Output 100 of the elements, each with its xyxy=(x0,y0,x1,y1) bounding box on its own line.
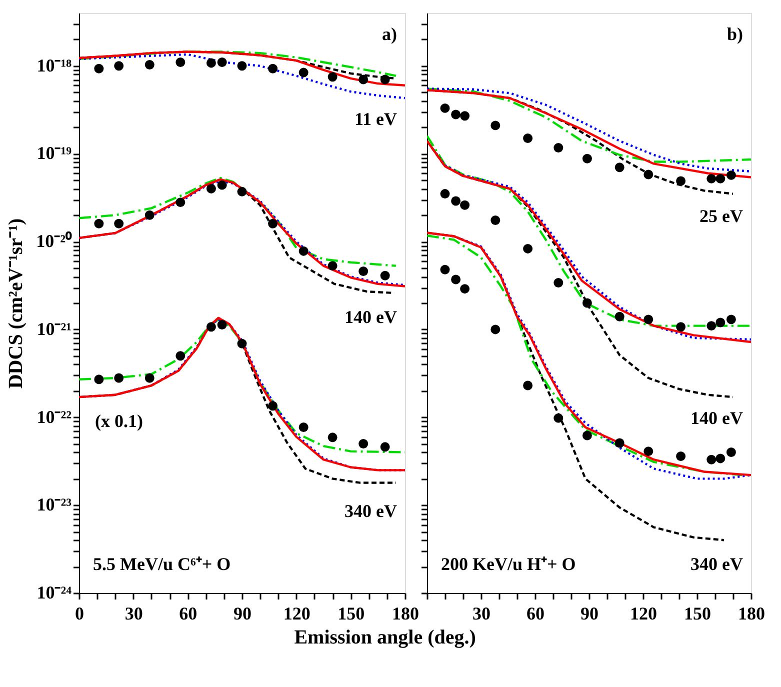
x-tick-label: 90 xyxy=(580,604,598,624)
point xyxy=(726,170,736,180)
point xyxy=(217,320,227,330)
point xyxy=(644,446,654,456)
point xyxy=(217,58,227,67)
point xyxy=(206,322,216,332)
point xyxy=(676,322,686,332)
x-axis-title: Emission angle (deg.) xyxy=(294,626,476,648)
point xyxy=(614,438,624,448)
x-tick-label: 0 xyxy=(75,604,84,624)
x-tick-label: 150 xyxy=(338,604,365,624)
point xyxy=(358,74,368,84)
point xyxy=(676,452,686,462)
annotation: 5.5 MeV/u C⁶⁺+ O xyxy=(93,554,231,574)
point xyxy=(644,170,654,180)
x-tick-label: 60 xyxy=(179,604,198,624)
annotation: 340 eV xyxy=(690,554,743,574)
annotation: 25 eV xyxy=(700,206,743,226)
x-tick-label: 30 xyxy=(472,604,490,624)
point xyxy=(614,162,624,172)
point xyxy=(440,103,450,113)
point xyxy=(490,216,500,225)
x-tick-label: 60 xyxy=(526,604,544,624)
annotation: 200 KeV/u H⁺+ O xyxy=(441,554,576,574)
point xyxy=(440,189,450,199)
x-tick-label: 90 xyxy=(234,604,252,624)
annotation: b) xyxy=(726,24,743,44)
x-tick-label: 30 xyxy=(124,604,143,624)
point xyxy=(380,74,390,84)
point xyxy=(94,64,104,74)
point xyxy=(460,200,470,210)
point xyxy=(706,454,716,464)
point xyxy=(328,261,338,271)
y-tick-label: 10⁻²⁴ xyxy=(36,582,72,602)
point xyxy=(328,72,338,82)
point xyxy=(451,196,461,206)
point xyxy=(114,373,124,383)
point xyxy=(237,61,247,71)
point xyxy=(706,174,716,184)
y-tick-label: 10⁻²⁰ xyxy=(36,231,72,252)
y-tick-label: 10⁻¹⁹ xyxy=(36,143,72,164)
line-series xyxy=(79,53,405,100)
y-axis-title: DDCS (cm²eV⁻¹sr⁻¹) xyxy=(5,218,28,389)
point xyxy=(217,180,227,190)
point xyxy=(94,218,104,228)
point xyxy=(451,110,461,120)
point xyxy=(206,184,216,194)
point xyxy=(706,321,716,331)
point xyxy=(298,422,308,432)
line-series xyxy=(79,176,398,267)
line-series xyxy=(79,50,405,86)
x-tick-label: 150 xyxy=(684,604,711,624)
point xyxy=(176,198,186,208)
point xyxy=(716,454,726,464)
point xyxy=(114,218,124,228)
point xyxy=(268,64,278,74)
point xyxy=(716,318,726,328)
point xyxy=(268,218,278,228)
point xyxy=(440,264,450,274)
point xyxy=(554,413,564,423)
point xyxy=(554,278,564,288)
point xyxy=(298,246,308,256)
y-tick-label: 10⁻¹⁸ xyxy=(36,55,72,76)
point xyxy=(144,60,154,70)
x-tick-label: 180 xyxy=(738,604,765,624)
point xyxy=(523,244,533,254)
x-tick-label: 180 xyxy=(392,604,419,624)
point xyxy=(582,154,592,164)
annotation: 140 eV xyxy=(344,307,397,327)
annotation: 11 eV xyxy=(354,109,397,129)
point xyxy=(358,439,368,448)
annotation: a) xyxy=(382,24,397,44)
point xyxy=(451,274,461,284)
point xyxy=(380,442,390,452)
point xyxy=(268,401,278,411)
point xyxy=(380,270,390,280)
point xyxy=(490,120,500,130)
point xyxy=(144,373,154,383)
point xyxy=(176,351,186,361)
point xyxy=(176,58,186,67)
point xyxy=(328,432,338,442)
point xyxy=(94,374,104,384)
point xyxy=(358,266,368,276)
point xyxy=(144,210,154,220)
point xyxy=(523,380,533,390)
point xyxy=(206,58,216,68)
x-tick-label: 120 xyxy=(283,604,310,624)
point xyxy=(460,284,470,294)
point xyxy=(676,176,686,186)
point xyxy=(237,186,247,196)
y-tick-label: 10⁻²¹ xyxy=(36,318,72,339)
point xyxy=(460,111,470,121)
point xyxy=(523,134,533,144)
point xyxy=(554,143,564,152)
point xyxy=(644,314,654,324)
point xyxy=(237,338,247,348)
annotation: 340 eV xyxy=(344,501,397,521)
point xyxy=(726,314,736,324)
point xyxy=(726,448,736,457)
x-tick-label: 120 xyxy=(630,604,657,624)
